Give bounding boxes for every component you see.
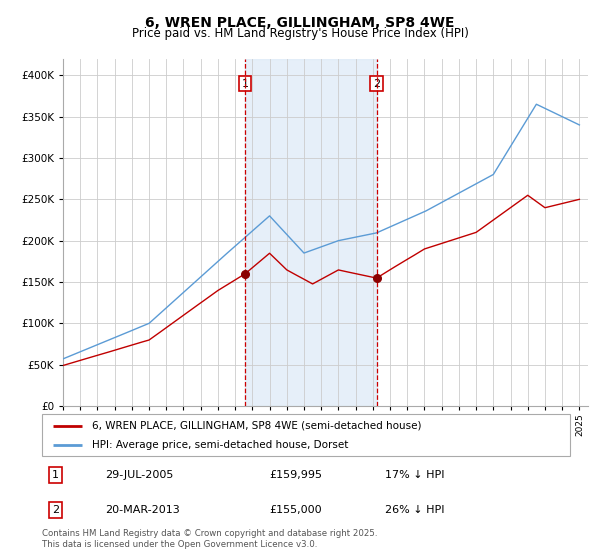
Text: 1: 1: [241, 78, 248, 88]
Text: Price paid vs. HM Land Registry's House Price Index (HPI): Price paid vs. HM Land Registry's House …: [131, 27, 469, 40]
Text: 29-JUL-2005: 29-JUL-2005: [106, 470, 174, 480]
Bar: [245, 59, 377, 406]
Text: 1: 1: [52, 470, 59, 480]
Text: Contains HM Land Registry data © Crown copyright and database right 2025.
This d: Contains HM Land Registry data © Crown c…: [42, 529, 377, 549]
Text: 26% ↓ HPI: 26% ↓ HPI: [385, 505, 445, 515]
FancyBboxPatch shape: [42, 414, 570, 456]
Text: 20-MAR-2013: 20-MAR-2013: [106, 505, 180, 515]
Text: £159,995: £159,995: [269, 470, 322, 480]
Text: 6, WREN PLACE, GILLINGHAM, SP8 4WE: 6, WREN PLACE, GILLINGHAM, SP8 4WE: [145, 16, 455, 30]
Text: 2: 2: [373, 78, 380, 88]
Text: 6, WREN PLACE, GILLINGHAM, SP8 4WE (semi-detached house): 6, WREN PLACE, GILLINGHAM, SP8 4WE (semi…: [92, 421, 422, 431]
Text: £155,000: £155,000: [269, 505, 322, 515]
Text: 2: 2: [52, 505, 59, 515]
Text: 17% ↓ HPI: 17% ↓ HPI: [385, 470, 445, 480]
Text: HPI: Average price, semi-detached house, Dorset: HPI: Average price, semi-detached house,…: [92, 440, 349, 450]
